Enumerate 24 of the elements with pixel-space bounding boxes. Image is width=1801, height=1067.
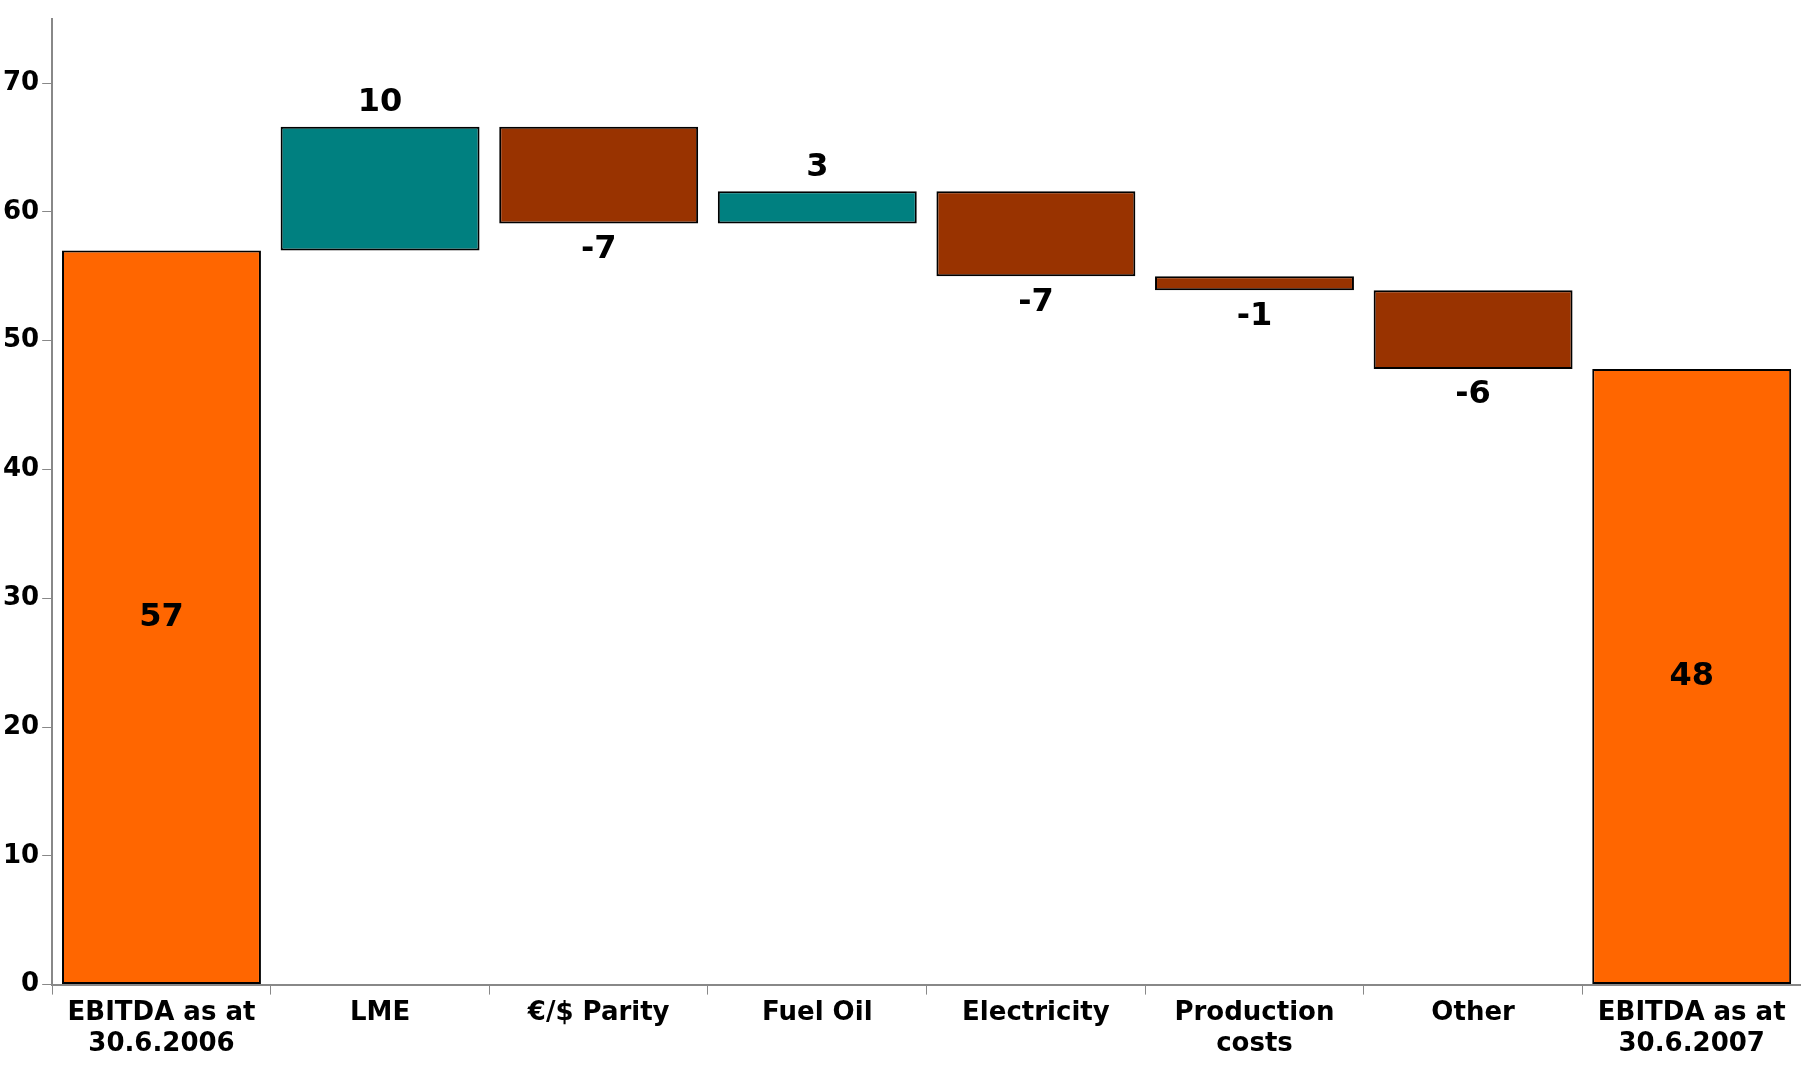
x-tick-label: LME xyxy=(349,995,411,1026)
data-label: -7 xyxy=(580,227,617,266)
y-tick-label: 70 xyxy=(2,65,40,96)
data-label: 3 xyxy=(806,145,829,184)
x-tick-label: Other xyxy=(1431,995,1516,1026)
data-label: -6 xyxy=(1455,373,1491,412)
y-tick-label: 0 xyxy=(21,967,40,998)
y-tick-label: 40 xyxy=(2,452,40,483)
x-tick-label: Production costs xyxy=(1174,995,1335,1058)
data-label: 48 xyxy=(1669,655,1714,694)
x-tick-label: EBITDA as at 30.6.2006 xyxy=(67,995,256,1058)
y-tick-label: 10 xyxy=(2,838,40,869)
x-tick-label: €/$ Parity xyxy=(526,995,670,1026)
y-tick-label: 50 xyxy=(2,323,40,354)
x-tick-label: Electricity xyxy=(962,995,1110,1026)
x-tick-label: Fuel Oil xyxy=(762,995,873,1026)
y-tick-label: 20 xyxy=(2,709,40,740)
data-label: 57 xyxy=(139,595,184,634)
data-label: 10 xyxy=(357,81,403,120)
y-tick-label: 30 xyxy=(2,580,40,611)
y-tick-label: 60 xyxy=(2,194,40,225)
x-tick-label: EBITDA as at 30.6.2007 xyxy=(1597,995,1786,1058)
data-label: -1 xyxy=(1236,294,1273,333)
data-label: -7 xyxy=(1018,280,1054,319)
